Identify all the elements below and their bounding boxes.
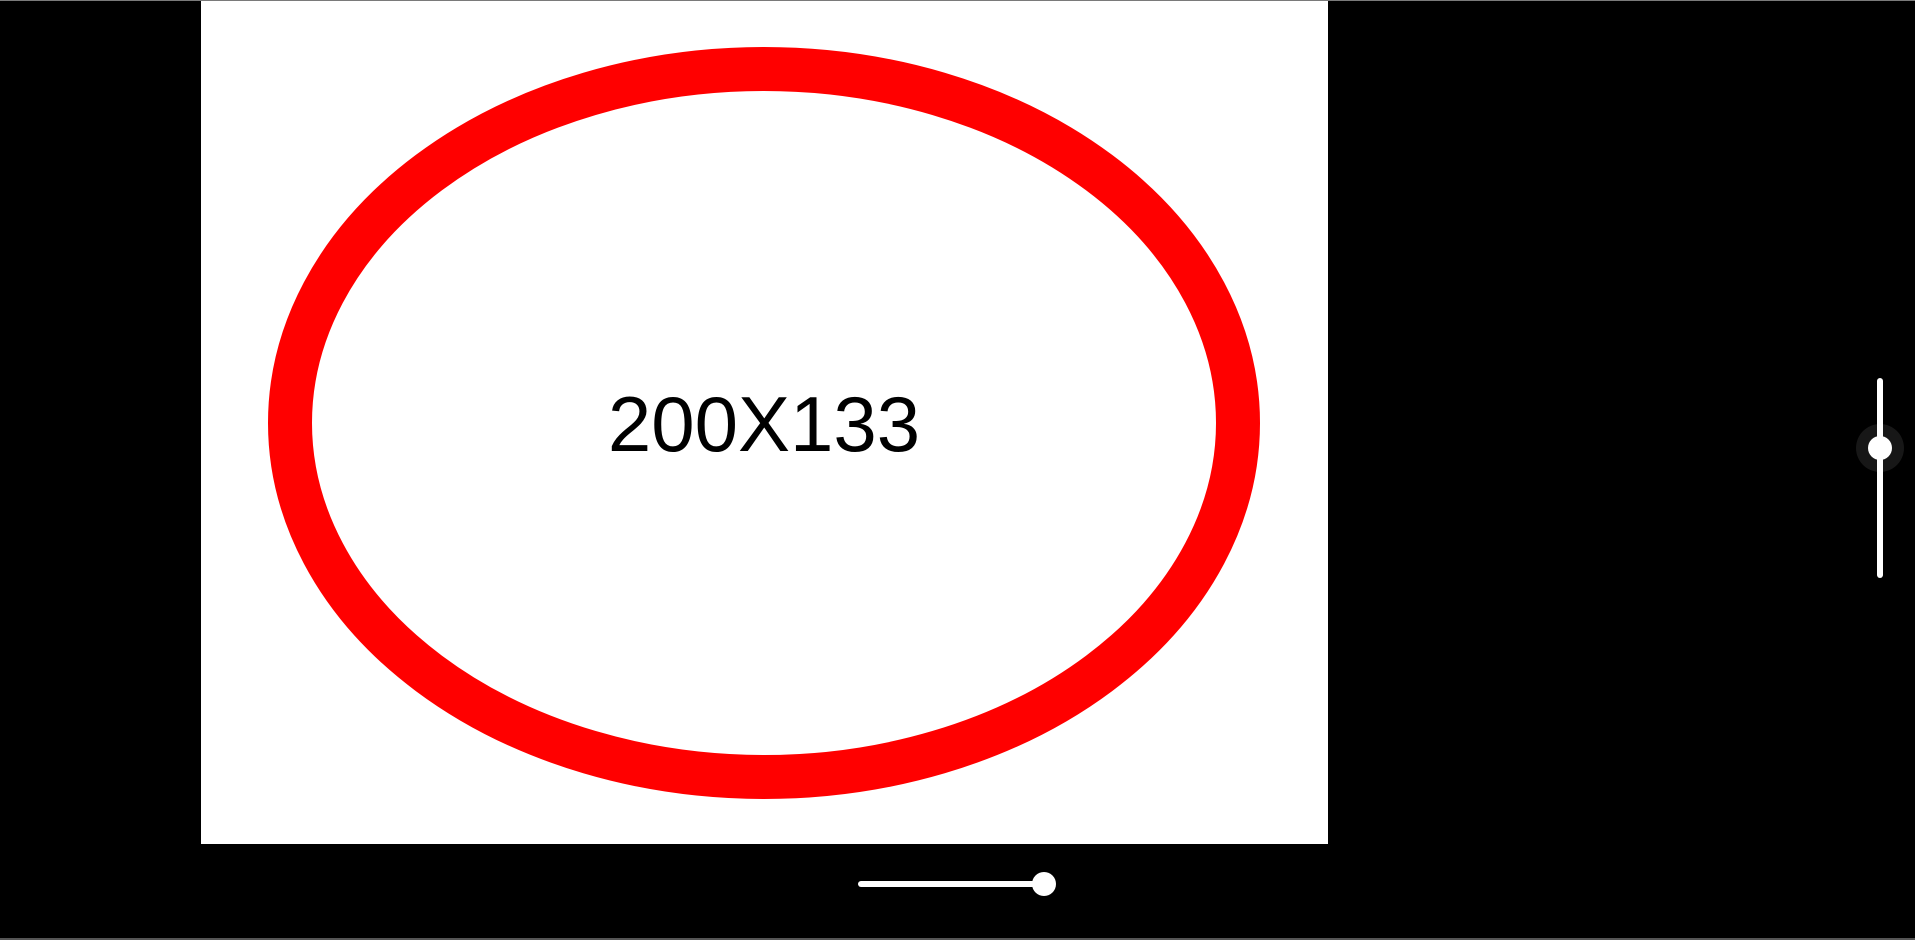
horizontal-slider-track[interactable] (858, 881, 1044, 887)
displayed-image[interactable]: 200X133 (201, 1, 1328, 844)
horizontal-slider-thumb[interactable] (1032, 872, 1056, 896)
vertical-slider[interactable] (1856, 378, 1904, 578)
vertical-slider-thumb[interactable] (1868, 436, 1892, 460)
image-background (201, 1, 1328, 844)
image-dimension-label: 200X133 (608, 380, 920, 468)
top-border (0, 0, 1915, 1)
horizontal-zoom-slider[interactable] (858, 872, 1058, 896)
vertical-slider-track[interactable] (1877, 378, 1883, 578)
bottom-border (0, 938, 1915, 940)
placeholder-image: 200X133 (201, 1, 1328, 844)
red-ring-ellipse (268, 47, 1260, 799)
